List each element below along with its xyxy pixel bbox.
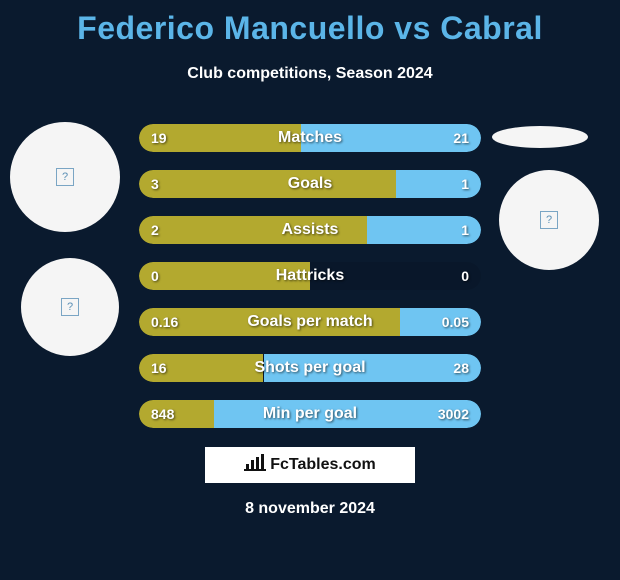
stat-value-right: 1 xyxy=(461,216,469,244)
comparison-bars: Matches1921Goals31Assists21Hattricks00Go… xyxy=(139,124,481,446)
stat-value-right: 3002 xyxy=(438,400,469,428)
image-placeholder-icon: ? xyxy=(540,211,558,229)
stat-value-right: 0.05 xyxy=(442,308,469,336)
player-photo-right: ? xyxy=(499,170,599,270)
date-label: 8 november 2024 xyxy=(0,500,620,518)
stat-label: Min per goal xyxy=(139,400,481,428)
logo-text: FcTables.com xyxy=(270,456,376,474)
page-title: Federico Mancuello vs Cabral xyxy=(0,0,620,47)
stat-value-left: 3 xyxy=(151,170,159,198)
logo-badge: FcTables.com xyxy=(205,447,415,483)
stat-row: Matches19 21 xyxy=(139,124,481,152)
stat-label: Assists xyxy=(139,216,481,244)
image-placeholder-icon: ? xyxy=(56,168,74,186)
page-subtitle: Club competitions, Season 2024 xyxy=(0,65,620,83)
stat-value-left: 2 xyxy=(151,216,159,244)
chart-icon xyxy=(244,454,266,476)
stat-row: Hattricks0 0 xyxy=(139,262,481,290)
stat-value-left: 16 xyxy=(151,354,167,382)
stat-row: Goals per match0.16 0.05 xyxy=(139,308,481,336)
stat-value-left: 19 xyxy=(151,124,167,152)
stat-row: Assists2 1 xyxy=(139,216,481,244)
stat-value-right: 28 xyxy=(453,354,469,382)
stat-value-left: 848 xyxy=(151,400,174,428)
stat-value-left: 0.16 xyxy=(151,308,178,336)
stat-label: Goals per match xyxy=(139,308,481,336)
stat-label: Goals xyxy=(139,170,481,198)
stat-label: Shots per goal xyxy=(139,354,481,382)
stat-value-right: 1 xyxy=(461,170,469,198)
stat-label: Hattricks xyxy=(139,262,481,290)
stat-row: Min per goal848 3002 xyxy=(139,400,481,428)
player-photo-left-2: ? xyxy=(21,258,119,356)
stat-value-left: 0 xyxy=(151,262,159,290)
stat-row: Goals3 1 xyxy=(139,170,481,198)
stat-value-right: 21 xyxy=(453,124,469,152)
image-placeholder-icon: ? xyxy=(61,298,79,316)
stat-label: Matches xyxy=(139,124,481,152)
stat-row: Shots per goal16 28 xyxy=(139,354,481,382)
player-photo-left-1: ? xyxy=(10,122,120,232)
stat-value-right: 0 xyxy=(461,262,469,290)
decorative-ellipse xyxy=(492,126,588,148)
